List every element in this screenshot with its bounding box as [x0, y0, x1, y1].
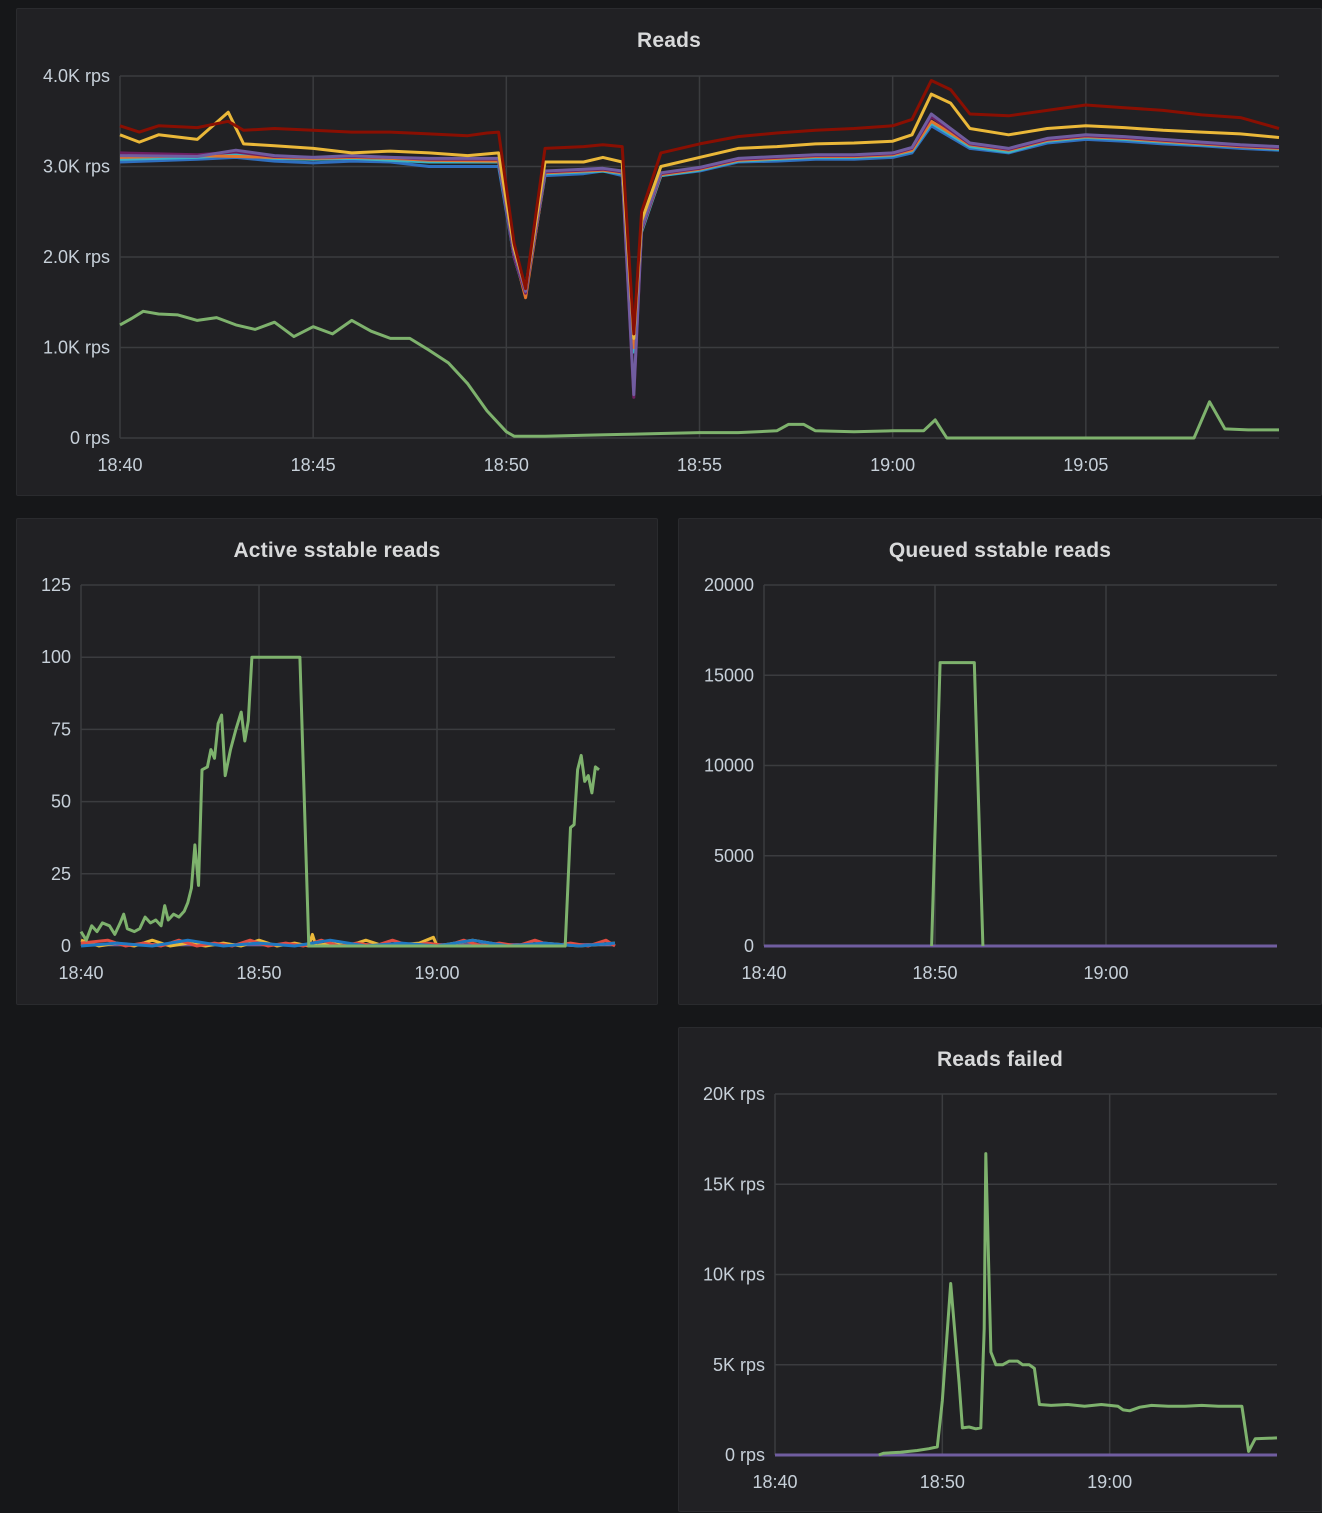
series-line[interactable]	[878, 1152, 1278, 1457]
y-tick-label: 0	[61, 936, 71, 956]
x-tick-label: 18:40	[97, 455, 142, 475]
x-tick-label: 19:05	[1063, 455, 1108, 475]
queued-sstable-reads-chart: 0 5000 10000 15000 20000 18:40 18:50 19:00	[704, 575, 1277, 983]
y-tick-label: 15000	[704, 665, 754, 685]
y-tick-label: 25	[51, 864, 71, 884]
queued-sstable-reads-panel: Queued sstable reads 0 5000 10000 15000 2000…	[678, 518, 1322, 1005]
reads-panel: Reads 0 rps 1.0K rps 2.0K rps 3.0K rps 4.0K …	[16, 8, 1322, 496]
x-tick-label: 19:00	[870, 455, 915, 475]
series-line[interactable]	[930, 661, 985, 947]
y-tick-label: 3.0K rps	[43, 157, 110, 177]
panel-title[interactable]: Reads failed	[936, 1048, 1064, 1071]
x-tick-label: 18:50	[912, 963, 957, 983]
reads-failed-panel: Reads failed 0 rps 5K rps 10K rps 15K rps 20…	[678, 1027, 1322, 1512]
series-line[interactable]	[119, 112, 1280, 397]
y-tick-label: 0	[744, 936, 754, 956]
y-tick-label: 20K rps	[703, 1084, 765, 1104]
y-tick-label: 10K rps	[703, 1265, 765, 1285]
y-tick-label: 75	[51, 719, 71, 739]
y-tick-label: 100	[41, 647, 71, 667]
active-sstable-reads-panel: Active sstable reads 0 25 50 75 100 125 18:40 1…	[16, 518, 658, 1005]
x-tick-label: 18:40	[752, 1472, 797, 1492]
y-tick-label: 15K rps	[703, 1174, 765, 1194]
x-tick-label: 19:00	[414, 963, 459, 983]
reads-failed-chart: 0 rps 5K rps 10K rps 15K rps 20K rps 18:40 18:…	[703, 1084, 1278, 1492]
series-line[interactable]	[119, 309, 1279, 440]
y-tick-label: 1.0K rps	[43, 338, 110, 358]
series-line[interactable]	[79, 655, 600, 948]
x-tick-label: 18:50	[236, 963, 281, 983]
x-tick-label: 19:00	[1083, 963, 1128, 983]
y-tick-label: 4.0K rps	[43, 66, 110, 86]
panel-title[interactable]: Queued sstable reads	[888, 539, 1112, 562]
x-tick-label: 18:50	[920, 1472, 965, 1492]
y-tick-label: 50	[51, 792, 71, 812]
y-tick-label: 5000	[714, 846, 754, 866]
x-tick-label: 18:40	[58, 963, 103, 983]
x-tick-label: 19:00	[1087, 1472, 1132, 1492]
x-tick-label: 18:50	[484, 455, 529, 475]
y-tick-label: 10000	[704, 756, 754, 776]
x-tick-label: 18:45	[291, 455, 336, 475]
panel-title[interactable]: Active sstable reads	[233, 539, 441, 562]
series-line[interactable]	[119, 79, 1280, 336]
active-sstable-reads-chart: 0 25 50 75 100 125 18:40 18:50 19:00	[41, 575, 616, 983]
y-tick-label: 20000	[704, 575, 754, 595]
y-tick-label: 0 rps	[70, 428, 110, 448]
y-tick-label: 2.0K rps	[43, 247, 110, 267]
x-tick-label: 18:55	[677, 455, 722, 475]
y-tick-label: 0 rps	[725, 1445, 765, 1465]
y-tick-label: 5K rps	[713, 1355, 765, 1375]
x-tick-label: 18:40	[741, 963, 786, 983]
panel-title[interactable]: Reads	[636, 29, 702, 52]
y-tick-label: 125	[41, 575, 71, 595]
reads-chart: 0 rps 1.0K rps 2.0K rps 3.0K rps 4.0K rps 18:…	[43, 66, 1280, 475]
